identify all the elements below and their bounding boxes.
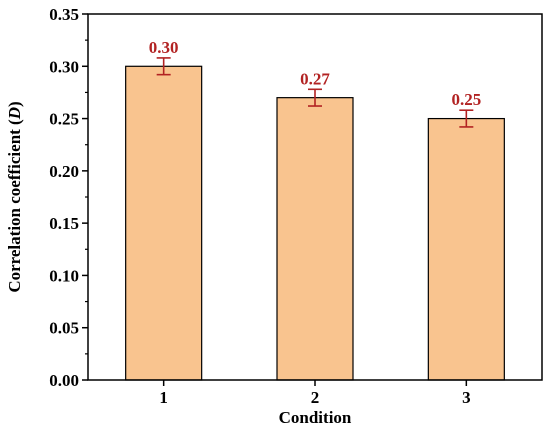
y-axis-title-suffix: ) (5, 101, 24, 107)
bar-1 (125, 65, 203, 381)
y-axis-title: Correlation coefficient (D) (5, 101, 24, 292)
plot-frame (87, 13, 543, 381)
x-tick-label: 1 (159, 388, 168, 407)
error-bars-group (156, 57, 474, 128)
bar-3 (427, 117, 505, 381)
y-tick-label: 0.30 (49, 57, 79, 76)
data-label: 0.30 (149, 38, 179, 57)
y-tick-label: 0.15 (49, 214, 79, 233)
y-tick-label: 0.25 (49, 110, 79, 129)
y-tick-label: 0.20 (49, 162, 79, 181)
data-label: 0.25 (451, 90, 481, 109)
y-tick-label: 0.00 (49, 371, 79, 390)
x-tick-label: 3 (462, 388, 471, 407)
y-axis: 0.00 0.05 0.10 0.15 0.20 0.25 0.30 0.35 (49, 5, 88, 390)
bar-2 (276, 97, 354, 381)
y-axis-title-prefix: Correlation coefficient ( (5, 119, 24, 293)
y-tick-label: 0.05 (49, 319, 79, 338)
bars-group (125, 65, 505, 381)
x-axis-title: Condition (279, 408, 352, 427)
y-tick-label: 0.10 (49, 266, 79, 285)
y-tick-label: 0.35 (49, 5, 79, 24)
x-axis: 1 2 3 (159, 380, 471, 407)
data-label: 0.27 (300, 69, 330, 88)
x-tick-label: 2 (311, 388, 320, 407)
data-labels-group: 0.30 0.27 0.25 (149, 38, 481, 109)
y-axis-title-symbol: D (5, 107, 24, 120)
